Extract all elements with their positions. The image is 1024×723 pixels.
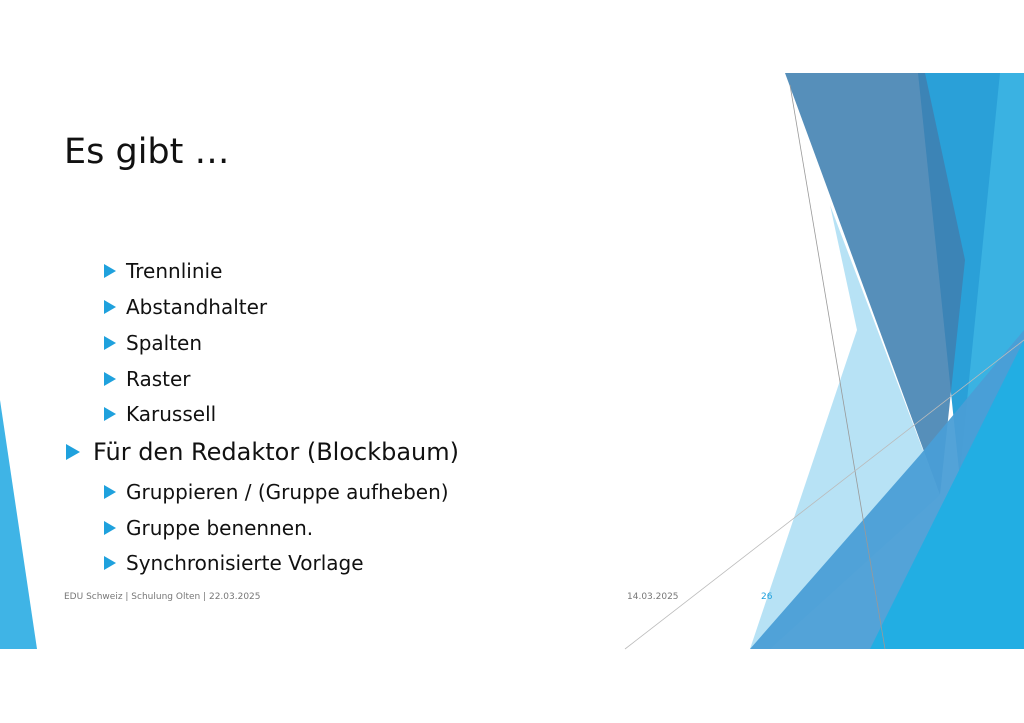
bullet-text: Gruppieren / (Gruppe aufheben): [126, 480, 449, 504]
bullet-item: Trennlinie: [104, 259, 222, 283]
footer-text: EDU Schweiz | Schulung Olten | 22.03.202…: [64, 592, 261, 602]
bullet-item: Gruppe benennen.: [104, 516, 313, 540]
deco-line-1: [789, 84, 886, 650]
triangle-right-icon: [104, 336, 116, 350]
bullet-item: Karussell: [104, 402, 216, 426]
bullet-item: Raster: [104, 367, 191, 391]
bullet-text: Karussell: [126, 402, 217, 426]
bullet-item: Spalten: [104, 331, 202, 355]
bullet-text: Trennlinie: [126, 259, 223, 283]
deco-cyan-shape: [870, 340, 1024, 649]
triangle-right-icon: [104, 372, 116, 386]
bullet-text: Synchronisierte Vorlage: [126, 551, 364, 575]
bullet-item: Abstandhalter: [104, 295, 267, 319]
bullet-text: Gruppe benennen.: [126, 516, 314, 540]
deco-line-2: [624, 339, 1024, 650]
bullet-item: Für den Redaktor (Blockbaum): [66, 438, 459, 466]
bullet-text: Für den Redaktor (Blockbaum): [93, 438, 459, 466]
page-number: 26: [761, 592, 773, 602]
deco-dark-shape: [785, 73, 965, 495]
triangle-right-icon: [104, 556, 116, 570]
triangle-right-icon: [104, 407, 116, 421]
bullet-item: Gruppieren / (Gruppe aufheben): [104, 480, 449, 504]
triangle-right-icon: [104, 264, 116, 278]
triangle-right-icon: [104, 521, 116, 535]
slide-title: Es gibt …: [64, 132, 230, 172]
bullet-text: Raster: [126, 367, 191, 391]
footer-date: 14.03.2025: [627, 592, 679, 602]
triangle-right-icon: [104, 485, 116, 499]
triangle-right-icon: [66, 444, 80, 460]
triangle-right-icon: [104, 300, 116, 314]
bullet-text: Abstandhalter: [126, 295, 268, 319]
bullet-text: Spalten: [126, 331, 203, 355]
bullet-item: Synchronisierte Vorlage: [104, 551, 364, 575]
deco-left-shape: [0, 400, 37, 649]
